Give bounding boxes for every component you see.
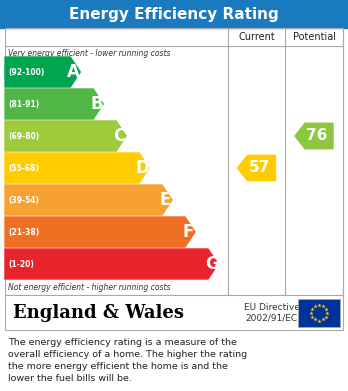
Polygon shape [5, 217, 195, 247]
Text: EU Directive
2002/91/EC: EU Directive 2002/91/EC [244, 303, 299, 322]
Polygon shape [295, 123, 333, 149]
Bar [5, 28, 343, 295]
Text: D: D [136, 159, 150, 177]
Text: F: F [183, 223, 194, 241]
Text: (55-68): (55-68) [8, 163, 39, 172]
Text: (21-38): (21-38) [8, 228, 39, 237]
Text: The energy efficiency rating is a measure of the
overall efficiency of a home. T: The energy efficiency rating is a measur… [8, 338, 247, 383]
Polygon shape [5, 185, 172, 215]
Bar [0, 0, 348, 28]
Bar [5, 295, 343, 330]
Polygon shape [237, 155, 276, 181]
Polygon shape [5, 121, 126, 151]
Text: 57: 57 [249, 160, 270, 176]
Text: Potential: Potential [293, 32, 335, 42]
Text: G: G [205, 255, 219, 273]
Text: (81-91): (81-91) [8, 99, 39, 108]
Text: Energy Efficiency Rating: Energy Efficiency Rating [69, 7, 279, 22]
Text: 76: 76 [306, 129, 328, 143]
Text: Very energy efficient - lower running costs: Very energy efficient - lower running co… [8, 48, 171, 57]
Text: B: B [90, 95, 103, 113]
Bar [298, 298, 340, 326]
Text: Not energy efficient - higher running costs: Not energy efficient - higher running co… [8, 283, 171, 292]
Text: (92-100): (92-100) [8, 68, 45, 77]
Text: (39-54): (39-54) [8, 196, 39, 204]
Text: A: A [67, 63, 80, 81]
Polygon shape [5, 57, 80, 87]
Polygon shape [5, 89, 103, 119]
Text: (69-80): (69-80) [8, 131, 39, 140]
Text: Current: Current [238, 32, 275, 42]
Polygon shape [5, 153, 149, 183]
Text: England & Wales: England & Wales [13, 303, 184, 321]
Text: E: E [160, 191, 171, 209]
Polygon shape [5, 249, 218, 279]
Text: C: C [113, 127, 126, 145]
Text: (1-20): (1-20) [8, 260, 34, 269]
